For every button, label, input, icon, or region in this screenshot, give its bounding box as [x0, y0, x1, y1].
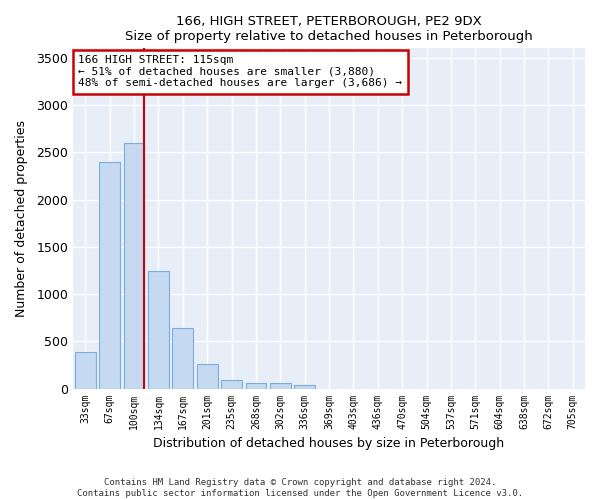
Text: 166 HIGH STREET: 115sqm
← 51% of detached houses are smaller (3,880)
48% of semi: 166 HIGH STREET: 115sqm ← 51% of detache…: [78, 55, 402, 88]
Bar: [197, 364, 218, 388]
Bar: [294, 385, 315, 388]
Text: Contains HM Land Registry data © Crown copyright and database right 2024.
Contai: Contains HM Land Registry data © Crown c…: [77, 478, 523, 498]
Bar: [124, 143, 145, 388]
Bar: [75, 352, 95, 389]
Bar: [148, 272, 169, 388]
Bar: [245, 384, 266, 388]
Y-axis label: Number of detached properties: Number of detached properties: [15, 120, 28, 317]
X-axis label: Distribution of detached houses by size in Peterborough: Distribution of detached houses by size …: [154, 437, 505, 450]
Bar: [172, 328, 193, 388]
Bar: [221, 380, 242, 388]
Title: 166, HIGH STREET, PETERBOROUGH, PE2 9DX
Size of property relative to detached ho: 166, HIGH STREET, PETERBOROUGH, PE2 9DX …: [125, 15, 533, 43]
Bar: [99, 162, 120, 388]
Bar: [270, 384, 290, 388]
